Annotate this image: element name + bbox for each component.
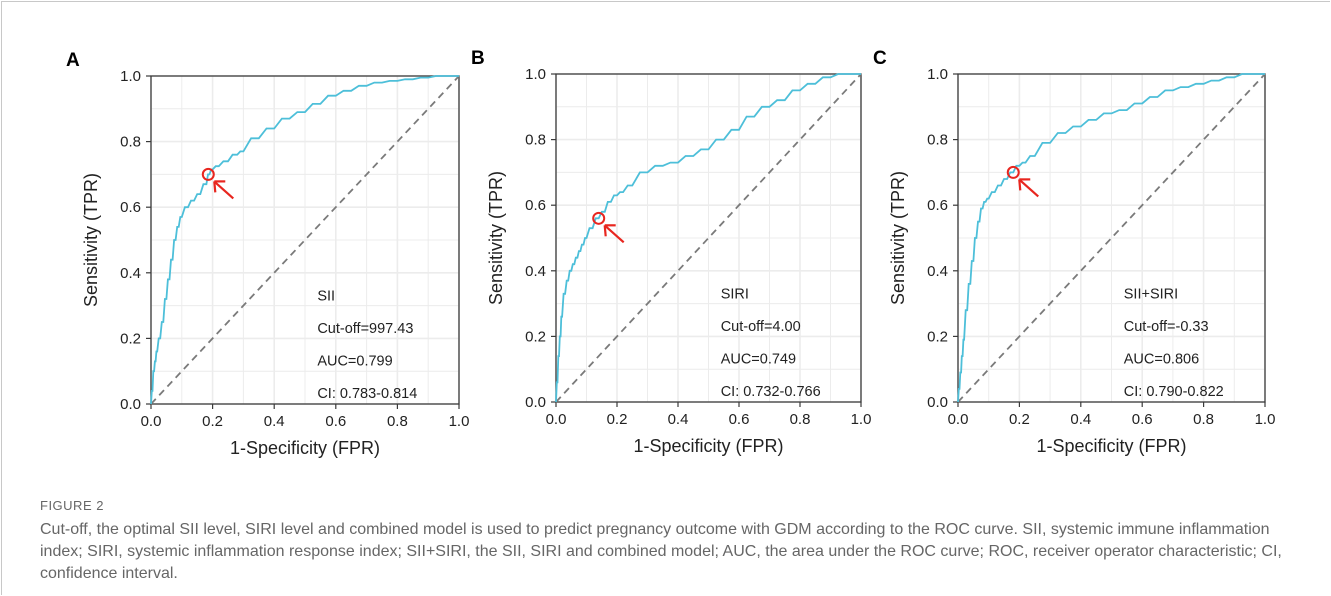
y-tick-label: 0.0 [525,394,546,411]
roc-panel-b: 0.0 0.2 0.4 0.6 0.8 1.0 0.0 0.2 0.4 0.6 0.8 1.0 1-Sp… [471,48,871,456]
cutoff-arrow-head [603,225,607,237]
plot-border [150,75,460,405]
cutoff-marker [201,167,215,181]
y-tick-label: 0.4 [927,263,948,280]
y-tick-label: 0.0 [927,394,948,411]
x-axis-title: 1-Specificity (FPR) [1036,436,1186,456]
annotation-line: SIRI [721,287,749,303]
y-tick-label: 0.6 [525,197,546,214]
y-tick-label: 0.2 [120,330,141,347]
y-tick-label: 0.8 [927,132,948,149]
y-tick-label: 0.0 [120,396,141,413]
x-tick-label: 0.8 [1193,411,1214,428]
cutoff-arrow-shaft [214,181,235,200]
x-tick-label: 0.4 [668,411,689,428]
annotation-line: CI: 0.783-0.814 [317,386,417,402]
y-tick-label: 0.2 [525,328,546,345]
y-axis-title: Sensitivity (TPR) [888,171,908,305]
annotation-line: AUC=0.799 [317,354,392,370]
x-tick-label: 0.0 [546,411,567,428]
y-tick-label: 1.0 [927,66,948,83]
x-axis-title: 1-Specificity (FPR) [230,438,380,458]
x-tick-label: 0.8 [790,411,811,428]
x-tick-label: 1.0 [851,411,872,428]
annotation-line: CI: 0.790-0.822 [1124,384,1224,400]
y-tick-label: 0.2 [927,328,948,345]
annotation-line: SII [317,289,335,305]
panel-label: B [471,48,485,69]
x-axis-title: 1-Specificity (FPR) [633,436,783,456]
reference-diagonal [957,73,1266,403]
x-tick-label: 0.2 [607,411,628,428]
cutoff-arrow-shaft [1019,179,1039,198]
x-tick-label: 0.0 [948,411,969,428]
cutoff-marker [592,211,606,225]
y-axis-title: Sensitivity (TPR) [486,171,506,305]
reference-diagonal [555,73,862,403]
y-tick-label: 0.6 [120,199,141,216]
roc-panel-c: 0.0 0.2 0.4 0.6 0.8 1.0 0.0 0.2 0.4 0.6 0.8 1.0 1-Sp… [873,48,1275,456]
x-tick-label: 0.2 [202,413,223,430]
y-tick-label: 0.6 [927,197,948,214]
x-tick-label: 0.2 [1009,411,1030,428]
plot-border [555,73,862,403]
x-tick-label: 0.6 [729,411,750,428]
annotation-line: AUC=0.749 [721,352,796,368]
roc-curve [555,73,861,403]
annotation-line: Cut-off=4.00 [721,319,801,335]
panel-label: A [66,50,80,71]
annotation-line: SII+SIRI [1124,287,1178,303]
figure-label: FIGURE 2 [40,498,104,513]
roc-curve [150,75,459,405]
x-tick-label: 1.0 [449,413,470,430]
plot-border [957,73,1266,403]
y-tick-label: 1.0 [120,68,141,85]
cutoff-arrow-head [213,181,217,193]
figure-canvas: 0.0 0.2 0.4 0.6 0.8 1.0 0.0 0.2 0.4 0.6 0.8 1.0 1-Sp… [66,48,1275,458]
cutoff-marker [1006,165,1020,179]
y-tick-label: 1.0 [525,66,546,83]
roc-curve [957,73,1265,403]
cutoff-arrow-shaft [604,225,625,244]
reference-diagonal [150,75,460,405]
x-tick-label: 0.6 [325,413,346,430]
x-tick-label: 0.4 [1070,411,1091,428]
x-tick-label: 0.4 [264,413,285,430]
figure-caption: Cut-off, the optimal SII level, SIRI lev… [40,521,1282,582]
x-tick-label: 1.0 [1255,411,1276,428]
y-tick-label: 0.4 [120,265,141,282]
roc-panel-a: 0.0 0.2 0.4 0.6 0.8 1.0 0.0 0.2 0.4 0.6 0.8 1.0 1-Sp… [66,50,469,458]
cutoff-arrow-head [1018,179,1022,191]
annotation-line: AUC=0.806 [1124,352,1199,368]
annotation-line: Cut-off=-0.33 [1124,319,1209,335]
y-tick-label: 0.8 [120,134,141,151]
annotation-line: CI: 0.732-0.766 [721,384,821,400]
annotation-line: Cut-off=997.43 [317,321,413,337]
y-tick-label: 0.8 [525,132,546,149]
x-tick-label: 0.8 [387,413,408,430]
y-tick-label: 0.4 [525,263,546,280]
y-axis-title: Sensitivity (TPR) [81,173,101,307]
panel-label: C [873,48,887,69]
x-tick-label: 0.0 [141,413,162,430]
x-tick-label: 0.6 [1132,411,1153,428]
